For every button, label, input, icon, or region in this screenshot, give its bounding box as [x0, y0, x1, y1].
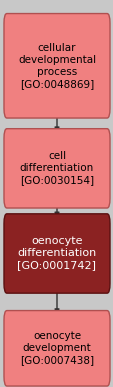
- FancyBboxPatch shape: [4, 310, 109, 386]
- Text: oenocyte
differentiation
[GO:0001742]: oenocyte differentiation [GO:0001742]: [17, 236, 96, 271]
- Text: oenocyte
development
[GO:0007438]: oenocyte development [GO:0007438]: [20, 331, 93, 365]
- FancyBboxPatch shape: [4, 214, 109, 293]
- FancyBboxPatch shape: [4, 128, 109, 208]
- FancyBboxPatch shape: [4, 14, 109, 118]
- Text: cell
differentiation
[GO:0030154]: cell differentiation [GO:0030154]: [20, 151, 93, 185]
- Text: cellular
developmental
process
[GO:0048869]: cellular developmental process [GO:00488…: [18, 43, 95, 89]
